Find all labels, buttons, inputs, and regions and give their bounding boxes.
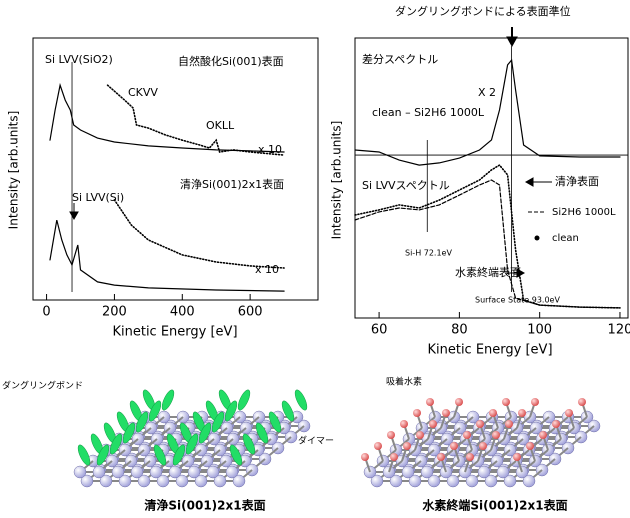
annotation: Si-H 72.1eV	[405, 249, 452, 258]
si-atom	[207, 466, 219, 478]
annotation: 清浄Si(001)2x1表面	[180, 177, 284, 191]
annotation: CKVV	[128, 86, 158, 99]
illustrations	[74, 388, 600, 487]
spectrum-line	[355, 180, 620, 308]
si-atom	[93, 466, 105, 478]
si-atom	[478, 466, 490, 478]
si-atom	[226, 466, 238, 478]
x-tick-label: 0	[42, 305, 50, 320]
h-atom	[416, 431, 424, 439]
dangling-bond	[160, 388, 177, 411]
spectrum-line	[114, 200, 284, 268]
annotation: Si LVV(SiO2)	[45, 53, 113, 66]
spectrum-line	[50, 220, 284, 291]
arrow-head	[507, 37, 517, 46]
annotation: 差分スペクトル	[362, 52, 438, 66]
h-atom	[390, 453, 398, 461]
h-atom	[466, 453, 474, 461]
h-atom	[387, 431, 395, 439]
h-atom	[413, 409, 421, 417]
h-atom	[361, 453, 369, 461]
h-atom	[400, 420, 408, 428]
annotation: x 10	[258, 143, 282, 156]
h-atom	[476, 420, 484, 428]
figure: 0200400600Kinetic Energy [eV]Intensity […	[0, 0, 630, 518]
annotation: Si LVVスペクトル	[362, 179, 450, 192]
h-atom	[455, 398, 463, 406]
si-atom	[421, 466, 433, 478]
si-atom	[112, 466, 124, 478]
arrow-head	[70, 212, 78, 219]
legend-marker	[535, 236, 540, 241]
x-tick-label: 80	[451, 323, 468, 338]
si-atom	[188, 466, 200, 478]
plot-frame	[33, 38, 318, 300]
y-axis-label: Intensity [arb.units]	[330, 121, 344, 240]
legend-label: Si2H6 1000L	[552, 207, 616, 218]
si-atom	[74, 466, 86, 478]
x-tick-label: 100	[527, 323, 552, 338]
x-tick-label: 60	[371, 323, 388, 338]
annotation: Si LVV(Si)	[72, 191, 124, 204]
x-axis-label: Kinetic Energy [eV]	[427, 343, 552, 358]
h-atom	[429, 420, 437, 428]
h-atom	[489, 409, 497, 417]
h-atom	[539, 431, 547, 439]
arrow-head	[526, 178, 533, 186]
spectrum-line	[50, 85, 284, 152]
annotation: 清浄表面	[555, 174, 599, 188]
annotation: X 2	[478, 86, 496, 99]
h-atom	[531, 398, 539, 406]
x-axis-label: Kinetic Energy [eV]	[112, 325, 237, 340]
h-atom	[463, 431, 471, 439]
h-atom	[518, 409, 526, 417]
arrows	[70, 27, 552, 277]
annotation: OKLL	[206, 119, 235, 132]
x-tick-label: 120	[608, 323, 630, 338]
h-atom	[426, 398, 434, 406]
annotation: Surface State 93.0eV	[475, 296, 560, 305]
legend-label: clean	[552, 233, 579, 244]
x-tick-label: 200	[102, 305, 127, 320]
annotation: 水素終端表面	[455, 265, 521, 279]
h-atom	[442, 409, 450, 417]
h-atom	[492, 431, 500, 439]
annotation: clean – Si2H6 1000L	[372, 106, 485, 119]
h-atom	[552, 420, 560, 428]
dangling-bond	[76, 443, 93, 466]
h-atom	[374, 442, 382, 450]
caption: 水素終端Si(001)2x1表面	[422, 498, 567, 513]
h-atom	[513, 453, 521, 461]
illustration-label: 吸着水素	[386, 376, 422, 388]
h-atom	[526, 442, 534, 450]
h-atom	[450, 442, 458, 450]
h-atom	[437, 453, 445, 461]
annotation: 自然酸化Si(001)表面	[178, 54, 284, 68]
si-atom	[150, 466, 162, 478]
h-atom	[565, 409, 573, 417]
h-atom	[479, 442, 487, 450]
dangling-bond	[293, 388, 310, 411]
y-axis-label: Intensity [arb.units]	[7, 111, 21, 230]
h-atom	[505, 420, 513, 428]
dangling-bond	[236, 388, 253, 411]
si-atom	[169, 466, 181, 478]
h-atom	[502, 398, 510, 406]
x-tick-label: 600	[238, 305, 263, 320]
h-atom	[578, 398, 586, 406]
si-atom	[497, 466, 509, 478]
si-atom	[402, 466, 414, 478]
si-atom	[131, 466, 143, 478]
annotation: x 10	[255, 263, 279, 276]
illustration-label: ダングリングボンド	[2, 380, 83, 392]
x-tick-label: 400	[170, 305, 195, 320]
illustration-label: ダイマー	[298, 435, 334, 447]
caption: 清浄Si(001)2x1表面	[144, 498, 265, 513]
annotation: ダングリングボンドによる表面準位	[395, 4, 571, 18]
h-atom	[403, 442, 411, 450]
